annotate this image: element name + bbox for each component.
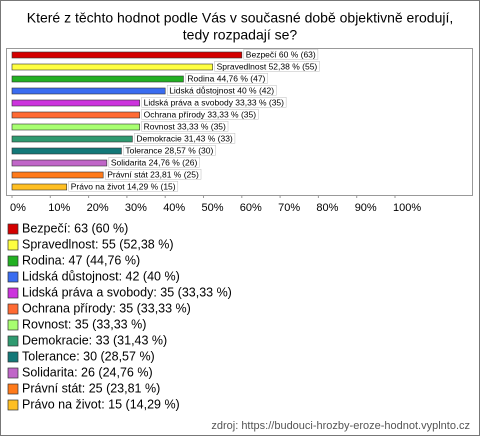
value-label: Právní stát 23,81 % (25) <box>107 169 199 179</box>
legend-label: Právo na život: 15 (14,29 %) <box>22 397 180 411</box>
legend-swatch <box>7 287 19 299</box>
chart-title: Které z těchto hodnot podle Vás v součas… <box>27 10 454 26</box>
value-label-bg <box>166 85 277 96</box>
x-tick-label: 10% <box>48 202 70 214</box>
x-tick-label: 30% <box>125 202 147 214</box>
chart-title: tedy rozpadají se? <box>183 27 298 43</box>
value-label-bg <box>185 73 268 84</box>
value-label-bg <box>104 169 202 180</box>
value-label: Rodina 44,76 % (47) <box>187 73 265 83</box>
bar <box>11 123 140 131</box>
legend-label: Spravedlnost: 55 (52,38 %) <box>22 237 173 251</box>
x-tick-label: 0% <box>10 202 26 214</box>
source: zdroj: https://budouci-hrozby-eroze-hodn… <box>211 420 470 432</box>
legend-label: Tolerance: 30 (28,57 %) <box>22 349 155 363</box>
legend-swatch <box>7 271 19 283</box>
x-tick-label: 40% <box>163 202 185 214</box>
legend-label: Rovnost: 35 (33,33 %) <box>22 317 146 331</box>
bar <box>11 147 122 155</box>
legend-label: Lidská práva a svobody: 35 (33,33 %) <box>22 285 232 299</box>
legend-label: Lidská důstojnost: 42 (40 %) <box>22 269 180 283</box>
legend-swatch <box>7 367 19 379</box>
value-label-bg <box>141 121 229 132</box>
value-label: Bezpečí 60 % (63) <box>246 49 316 59</box>
value-label: Lidská práva a svobody 33,33 % (35) <box>144 97 285 107</box>
x-tick-label: 100% <box>393 202 421 214</box>
value-label-bg <box>108 157 200 168</box>
legend-swatch <box>7 383 19 395</box>
legend-swatch <box>7 239 19 251</box>
bar <box>11 75 184 83</box>
value-label-bg <box>243 49 319 60</box>
bar <box>11 135 133 143</box>
x-tick-label: 80% <box>316 202 338 214</box>
legend-swatch <box>7 319 19 331</box>
value-label: Lidská důstojnost 40 % (42) <box>169 85 274 95</box>
legend-swatch <box>7 255 19 267</box>
value-label: Ochrana přírody 33,33 % (35) <box>144 109 257 119</box>
value-label-bg <box>123 145 216 156</box>
value-label: Rovnost 33,33 % (35) <box>144 121 226 131</box>
value-label: Právo na život 14,29 % (15) <box>71 181 176 191</box>
value-label: Demokracie 31,43 % (33) <box>136 133 233 143</box>
legend-label: Demokracie: 33 (31,43 %) <box>22 333 167 347</box>
x-tick-label: 50% <box>202 202 224 214</box>
legend-swatch <box>7 303 19 315</box>
value-label-bg <box>134 133 236 144</box>
x-tick-label: 70% <box>278 202 300 214</box>
bar <box>11 171 104 179</box>
legend-swatch <box>7 335 19 347</box>
value-label-bg <box>141 109 259 120</box>
value-label-bg <box>141 97 287 108</box>
legend-swatch <box>7 351 19 363</box>
x-tick-label: 90% <box>355 202 377 214</box>
legend-label: Bezpečí: 63 (60 %) <box>22 221 128 235</box>
bar <box>11 159 108 167</box>
x-tick-label: 20% <box>87 202 109 214</box>
value-label: Spravedlnost 52,38 % (55) <box>217 61 318 71</box>
x-tick-label: 60% <box>240 202 262 214</box>
bar <box>11 87 166 95</box>
legend-label: Právní stát: 25 (23,81 %) <box>22 381 160 395</box>
bar <box>11 111 140 119</box>
legend-swatch <box>7 399 19 411</box>
value-label-bg <box>214 61 320 72</box>
legend-swatch <box>7 223 19 235</box>
bar <box>11 51 243 59</box>
value-label: Solidarita 24,76 % (26) <box>111 157 198 167</box>
legend-label: Ochrana přírody: 35 (33,33 %) <box>22 301 191 315</box>
legend-label: Solidarita: 26 (24,76 %) <box>22 365 153 379</box>
value-label: Tolerance 28,57 % (30) <box>125 145 213 155</box>
legend-label: Rodina: 47 (44,76 %) <box>22 253 140 267</box>
value-label-bg <box>68 181 179 192</box>
plot-frame <box>6 48 473 196</box>
bar <box>11 183 68 191</box>
bar <box>11 99 140 107</box>
bar <box>11 63 213 71</box>
